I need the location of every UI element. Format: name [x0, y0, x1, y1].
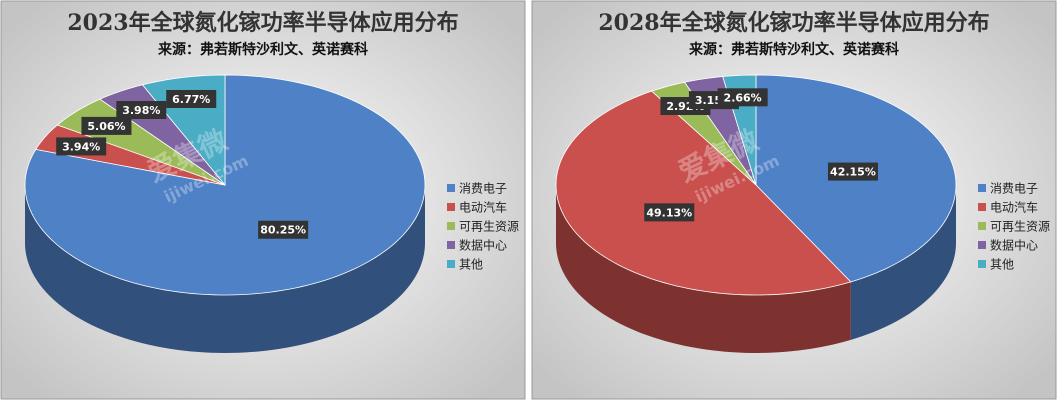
- legend-label: 可再生资源: [990, 220, 1050, 234]
- legend-swatch: [447, 222, 455, 230]
- legend-label: 其他: [990, 258, 1014, 272]
- label-box: [827, 162, 878, 181]
- legend-swatch: [447, 203, 455, 211]
- label-box: [644, 203, 695, 222]
- legend-swatch: [447, 260, 455, 268]
- legend-swatch: [978, 241, 986, 249]
- label-box: [81, 116, 132, 135]
- slice-side: [25, 185, 425, 353]
- chart-title: 2028年全球氮化镓功率半导体应用分布: [598, 10, 989, 36]
- chart-subtitle: 来源：弗若斯特沙利文、英诺赛科: [688, 41, 899, 58]
- chart-title: 2023年全球氮化镓功率半导体应用分布: [67, 10, 458, 36]
- label-box: [717, 88, 768, 107]
- legend-swatch: [978, 184, 986, 192]
- data-label: 42.15%: [830, 166, 876, 179]
- pie-panel: 2023年全球氮化镓功率半导体应用分布来源：弗若斯特沙利文、英诺赛科爱集微iji…: [0, 0, 526, 400]
- legend-swatch: [447, 241, 455, 249]
- data-label: 2.66%: [724, 91, 762, 104]
- legend-label: 可再生资源: [459, 220, 519, 234]
- data-label: 3.94%: [62, 140, 100, 153]
- pie-panel: 2028年全球氮化镓功率半导体应用分布来源：弗若斯特沙利文、英诺赛科爱集微iji…: [531, 0, 1057, 400]
- label-box: [116, 100, 167, 119]
- data-label: 6.77%: [172, 93, 210, 106]
- legend-label: 消费电子: [459, 182, 507, 196]
- legend-label: 数据中心: [990, 238, 1038, 253]
- data-label: 80.25%: [260, 224, 306, 237]
- legend-swatch: [447, 184, 455, 192]
- legend-swatch: [978, 260, 986, 268]
- legend-label: 其他: [459, 258, 483, 272]
- slice-side: [556, 185, 851, 353]
- legend-label: 电动汽车: [990, 200, 1038, 215]
- slice-side: [850, 185, 956, 340]
- legend-label: 电动汽车: [459, 200, 507, 215]
- data-label: 3.98%: [122, 104, 160, 117]
- legend-label: 消费电子: [990, 182, 1038, 196]
- legend-swatch: [978, 222, 986, 230]
- chart-subtitle: 来源：弗若斯特沙利文、英诺赛科: [157, 41, 368, 58]
- data-label: 49.13%: [646, 206, 692, 219]
- legend-swatch: [978, 203, 986, 211]
- label-box: [56, 137, 107, 156]
- label-box: [258, 220, 309, 239]
- data-label: 5.06%: [87, 120, 125, 133]
- legend-label: 数据中心: [459, 238, 507, 253]
- slice: [555, 90, 852, 296]
- label-box: [166, 89, 217, 108]
